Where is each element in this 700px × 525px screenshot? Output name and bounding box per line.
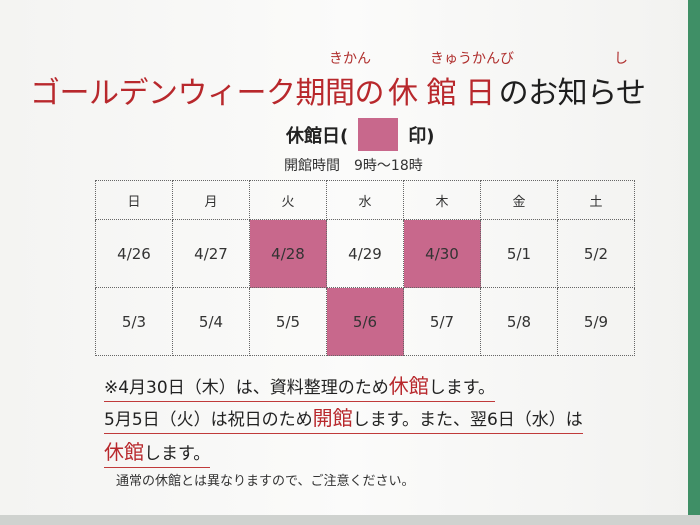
day-cell: 5/1 (480, 219, 558, 288)
day-cell: 5/8 (480, 287, 558, 356)
note-segment: 5月5日（火）は祝日のため (104, 410, 313, 430)
note-segment: 休館 (388, 374, 429, 398)
floor (0, 515, 700, 525)
legend-swatch (358, 118, 399, 151)
note-segment: ※4月30日（木）は、資料整理のため (104, 378, 389, 398)
title-segment: 休 館 日 (388, 76, 495, 111)
weekday: 金 (480, 180, 558, 220)
note-segment: します。 (428, 378, 496, 398)
note-segment: します。また、翌6日（水）は (352, 410, 583, 430)
week-row: 5/3 5/4 5/5 5/6 5/7 5/8 5/9 (95, 287, 635, 356)
day-cell: 5/5 (249, 287, 327, 356)
legend: 休館日( 印) (286, 118, 434, 151)
weekday: 月 (172, 180, 250, 220)
day-cell: 4/29 (326, 219, 404, 288)
furigana: きかん (329, 51, 371, 67)
furigana: きゅうかんび (430, 51, 514, 67)
day-cell: 5/9 (557, 287, 635, 356)
legend-prefix: 休館日( (286, 125, 349, 147)
day-cell: 5/7 (403, 287, 481, 356)
day-cell: 4/26 (95, 219, 173, 288)
opening-hours: 開館時間 9時～18時 (284, 158, 423, 174)
legend-suffix: 印) (408, 125, 435, 147)
day-cell: 5/2 (557, 219, 635, 288)
day-cell: 4/30 (403, 219, 481, 288)
wall (688, 0, 700, 525)
note-segment: します。 (144, 444, 211, 464)
title-segment: ゴールデンウィーク期間の (30, 76, 385, 111)
week-row: 4/26 4/27 4/28 4/29 4/30 5/1 5/2 (95, 219, 635, 288)
day-cell: 5/3 (95, 287, 173, 356)
title-segment: のお知らせ (498, 76, 646, 111)
weekday: 木 (403, 180, 481, 220)
title: ゴールデンウィーク期間の休 館 日のお知らせ (30, 68, 646, 112)
weekday: 水 (326, 180, 404, 220)
header-row: 日月火水木金土 (95, 180, 635, 220)
note-line: 5月5日（火）は祝日のため開館します。また、翌6日（水）は (104, 402, 583, 434)
day-cell: 4/28 (249, 219, 327, 288)
weekday: 火 (249, 180, 327, 220)
calendar: 日月火水木金土 4/26 4/27 4/28 4/29 4/30 5/1 5/2 5/3 5/4 5… (95, 180, 635, 356)
furigana: し (614, 51, 628, 67)
note-line: 休館します。 (104, 436, 211, 468)
weekday: 日 (95, 180, 173, 220)
day-cell: 5/6 (326, 287, 404, 356)
day-cell: 4/27 (172, 219, 250, 288)
note-segment: 休館 (104, 440, 144, 464)
day-cell: 5/4 (172, 287, 250, 356)
weekday: 土 (557, 180, 635, 220)
note-line: ※4月30日（木）は、資料整理のため休館します。 (104, 370, 496, 402)
note-segment: 開館 (312, 406, 353, 430)
footnote: 通常の休館とは異なりますので、ご注意ください。 (116, 474, 415, 489)
